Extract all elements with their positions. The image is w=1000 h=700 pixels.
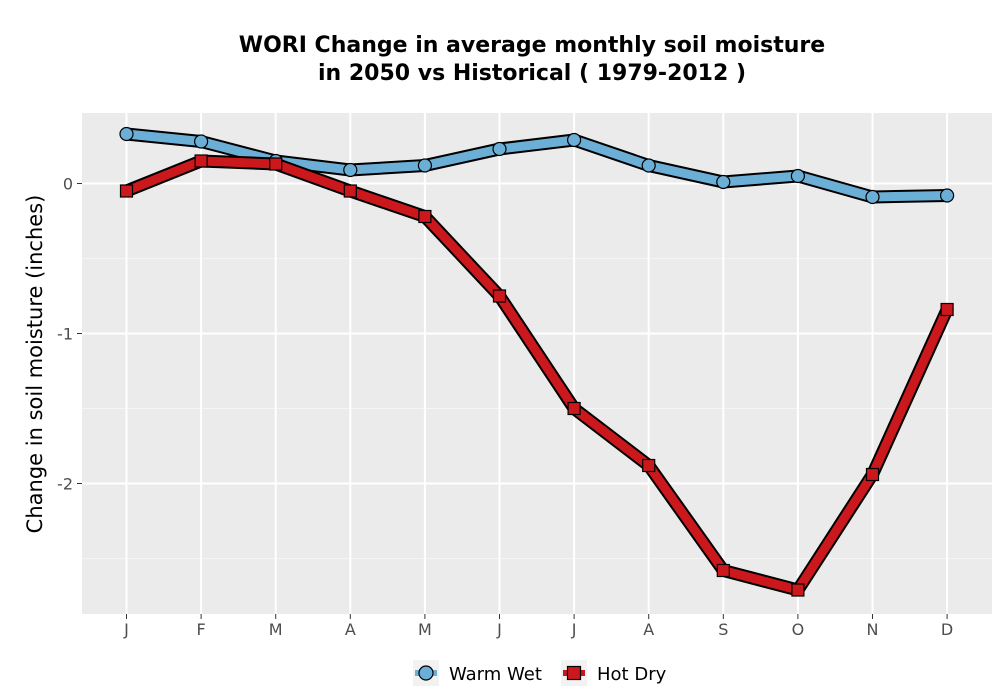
- y-tick-label: 0: [63, 175, 73, 194]
- data-point: [343, 184, 357, 198]
- legend-label: Warm Wet: [449, 664, 542, 685]
- data-point: [492, 289, 507, 303]
- x-tick-label: J: [123, 620, 129, 639]
- y-axis-label: Change in soil moisture (inches): [23, 195, 47, 534]
- data-point: [791, 583, 805, 597]
- data-point: [716, 174, 731, 190]
- x-tick-label: N: [867, 620, 879, 639]
- chart-title-line: WORI Change in average monthly soil mois…: [239, 33, 825, 58]
- data-point: [865, 467, 880, 482]
- data-point: [119, 126, 134, 142]
- legend: Warm Wet Hot Dry: [413, 660, 667, 686]
- legend-key-marker: [418, 665, 434, 681]
- x-tick-label: S: [718, 620, 728, 639]
- legend-item: Hot Dry: [561, 660, 667, 686]
- series-hot-dry: [119, 154, 954, 597]
- legend-item: Warm Wet: [413, 660, 542, 686]
- x-tick-label: O: [792, 620, 805, 639]
- grid-lines: [82, 113, 992, 614]
- data-point: [641, 158, 656, 173]
- data-point: [417, 158, 432, 173]
- data-point: [642, 458, 656, 473]
- x-tick-label: F: [196, 620, 205, 639]
- chart-title-line: in 2050 vs Historical ( 1979-2012 ): [318, 61, 746, 86]
- legend-label: Hot Dry: [597, 664, 667, 685]
- x-tick-label: A: [345, 620, 356, 639]
- data-point: [194, 134, 209, 149]
- data-point: [865, 189, 880, 205]
- series-layer: [119, 126, 955, 597]
- x-tick-label: M: [269, 620, 283, 639]
- y-tick-label: -2: [57, 475, 73, 494]
- data-point: [492, 141, 507, 157]
- data-point: [716, 563, 730, 578]
- data-point: [269, 157, 283, 171]
- data-point: [790, 168, 806, 184]
- data-point: [418, 209, 432, 224]
- data-point: [939, 188, 955, 203]
- x-tick-label: A: [643, 620, 654, 639]
- data-point: [567, 401, 581, 416]
- y-tick-label: -1: [57, 325, 73, 344]
- y-axis: 0 -1 -2: [57, 175, 82, 494]
- chart-title: WORI Change in average monthly soil mois…: [239, 33, 825, 86]
- x-tick-label: M: [418, 620, 432, 639]
- legend-key-marker: [566, 665, 582, 681]
- data-point: [940, 302, 954, 317]
- x-tick-label: J: [571, 620, 577, 639]
- x-tick-label: J: [496, 620, 502, 639]
- series-line: [122, 156, 952, 595]
- data-point: [194, 154, 208, 168]
- data-point: [566, 132, 582, 148]
- x-tick-label: D: [941, 620, 953, 639]
- data-point: [343, 162, 358, 178]
- data-point: [119, 184, 134, 198]
